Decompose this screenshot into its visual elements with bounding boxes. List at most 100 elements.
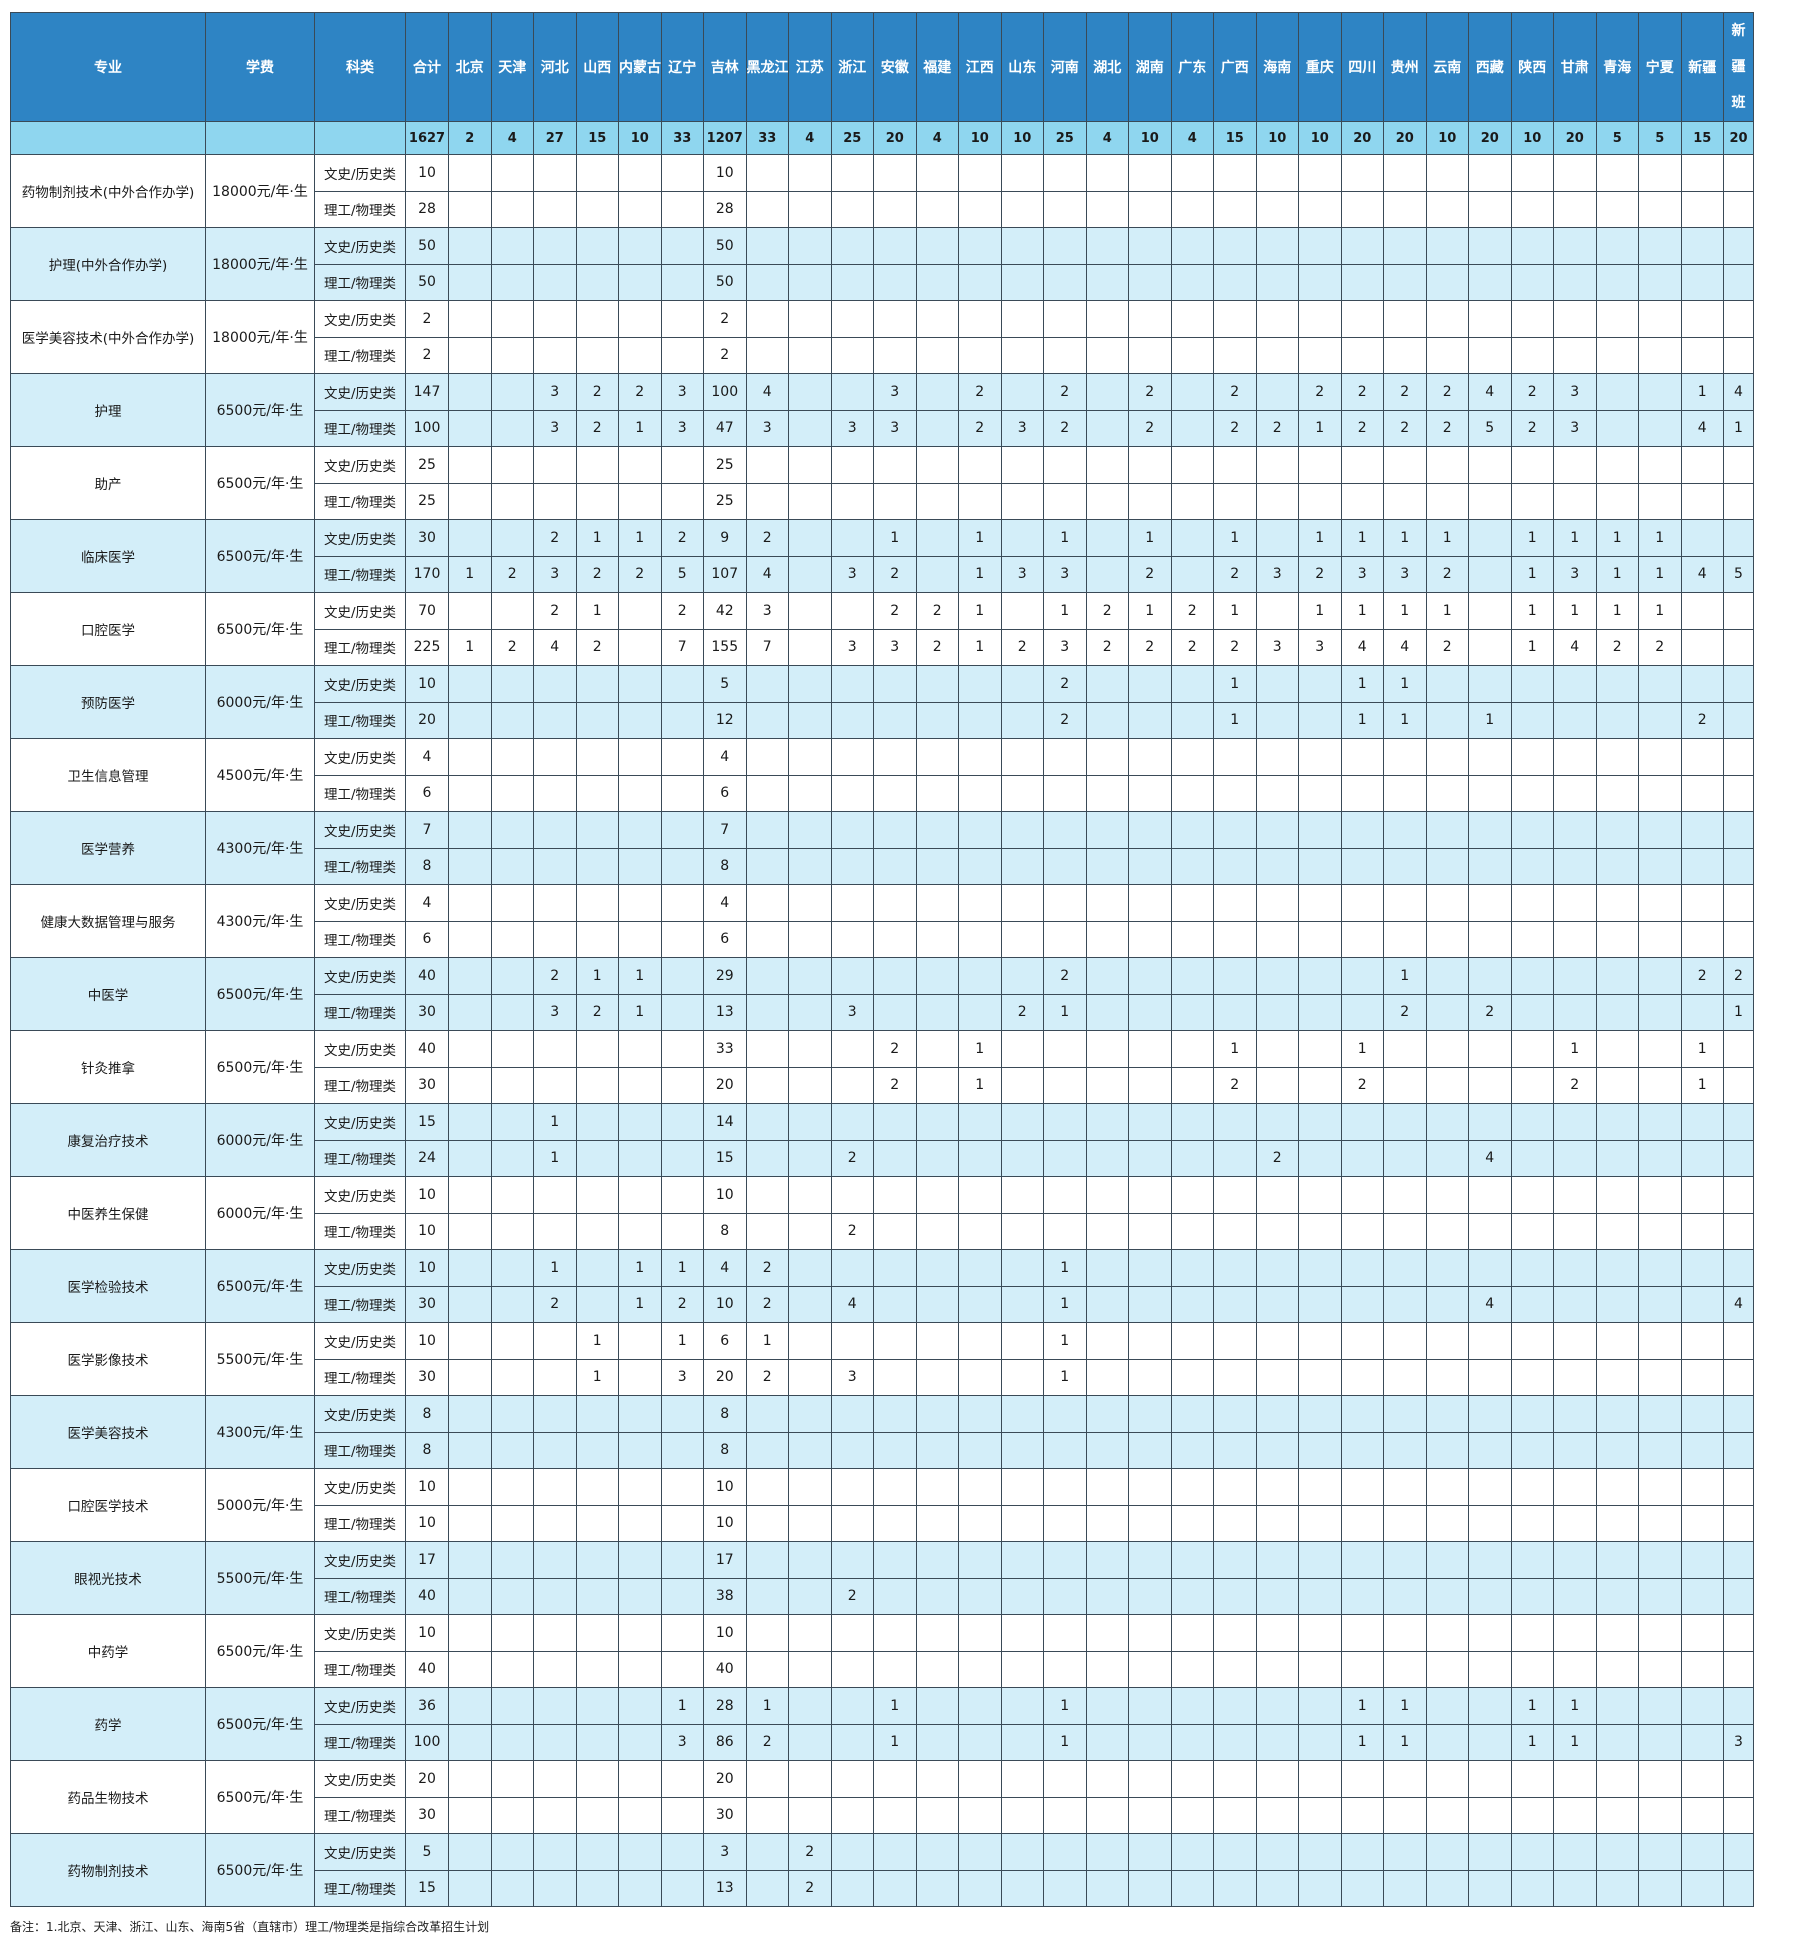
quota-cell: [448, 1760, 492, 1798]
quota-cell: [618, 738, 662, 776]
quota-cell: [915, 957, 959, 995]
quota-cell: [1425, 190, 1469, 228]
quota-cell: 2: [1043, 409, 1087, 447]
quota-cell: 1: [1425, 519, 1469, 557]
quota-cell: [1170, 884, 1214, 922]
quota-cell: [448, 1723, 492, 1761]
quota-cell: 10: [703, 1504, 747, 1542]
quota-cell: 1: [1383, 519, 1427, 557]
quota-cell: [1723, 811, 1754, 849]
quota-cell: [575, 227, 619, 265]
quota-cell: [575, 1066, 619, 1104]
quota-cell: [618, 1066, 662, 1104]
category-cell: 理工/物理类: [314, 628, 406, 666]
quota-cell: [1000, 1541, 1044, 1579]
quota-cell: [1213, 1395, 1257, 1433]
quota-cell: [1298, 1103, 1342, 1141]
quota-cell: [575, 1541, 619, 1579]
quota-cell: [1595, 227, 1639, 265]
totals-cell: 27: [533, 121, 577, 155]
quota-cell: [873, 190, 917, 228]
quota-cell: [1383, 190, 1427, 228]
quota-cell: [788, 957, 832, 995]
quota-cell: [1723, 1760, 1754, 1798]
quota-cell: [1638, 1431, 1682, 1469]
quota-cell: [1298, 1687, 1342, 1725]
quota-cell: [1468, 1176, 1512, 1214]
quota-cell: [958, 957, 1002, 995]
column-header: 科类: [314, 12, 406, 122]
table-row: 理工/物理类 10 10: [11, 1504, 1754, 1542]
quota-cell: [958, 1103, 1002, 1141]
quota-cell: [1468, 519, 1512, 557]
quota-cell: [490, 1176, 534, 1214]
quota-cell: [1298, 1869, 1342, 1907]
quota-cell: [788, 1468, 832, 1506]
quota-cell: [490, 1504, 534, 1542]
quota-cell: [618, 1431, 662, 1469]
quota-cell: [1043, 1468, 1087, 1506]
quota-cell: [873, 1322, 917, 1360]
quota-cell: 20: [703, 1760, 747, 1798]
category-cell: 理工/物理类: [314, 1358, 406, 1396]
quota-cell: [1680, 738, 1724, 776]
quota-cell: [788, 774, 832, 812]
quota-cell: 1: [1425, 592, 1469, 630]
quota-cell: [1425, 1030, 1469, 1068]
quota-cell: [1723, 1504, 1754, 1542]
tuition-cell: 6000元/年·生: [205, 1176, 315, 1250]
quota-cell: 1: [1340, 1723, 1384, 1761]
quota-cell: [1510, 1103, 1554, 1141]
quota-cell: 50: [703, 263, 747, 301]
quota-cell: [1468, 1869, 1512, 1907]
quota-cell: [1000, 738, 1044, 776]
quota-cell: [618, 1030, 662, 1068]
category-cell: 文史/历史类: [314, 957, 406, 995]
quota-cell: [1595, 847, 1639, 885]
quota-cell: 1: [1638, 555, 1682, 593]
quota-cell: [448, 373, 492, 411]
quota-cell: [1638, 336, 1682, 374]
quota-cell: 50: [405, 263, 449, 301]
quota-cell: [490, 373, 534, 411]
quota-cell: [1510, 1614, 1554, 1652]
table-row: 中医养生保健 6000元/年·生 文史/历史类 10 10: [10, 1176, 1754, 1250]
quota-cell: 4: [1340, 628, 1384, 666]
quota-cell: [1425, 1212, 1469, 1250]
quota-cell: 3: [830, 993, 874, 1031]
quota-cell: 2: [830, 1577, 874, 1615]
quota-cell: 1: [1213, 665, 1257, 703]
quota-cell: [618, 1760, 662, 1798]
quota-cell: 1: [1383, 1687, 1427, 1725]
quota-cell: [1085, 1723, 1129, 1761]
quota-cell: [1723, 592, 1754, 630]
quota-cell: 2: [1425, 628, 1469, 666]
quota-cell: [1085, 409, 1129, 447]
quota-cell: [873, 993, 917, 1031]
quota-cell: [1595, 1431, 1639, 1469]
quota-cell: 7: [405, 811, 449, 849]
quota-cell: [1680, 920, 1724, 958]
tuition-cell: 6500元/年·生: [205, 1760, 315, 1834]
quota-cell: [958, 190, 1002, 228]
quota-cell: [873, 774, 917, 812]
quota-cell: [1298, 811, 1342, 849]
quota-cell: 1: [1595, 592, 1639, 630]
quota-cell: [1425, 1431, 1469, 1469]
quota-cell: [1170, 1687, 1214, 1725]
quota-cell: [490, 263, 534, 301]
table-row: 医学检验技术 6500元/年·生 文史/历史类 10 1 1 1 4 2 1: [10, 1249, 1754, 1323]
quota-cell: [1425, 774, 1469, 812]
quota-cell: [1383, 1833, 1427, 1871]
quota-cell: 14: [703, 1103, 747, 1141]
quota-cell: [533, 665, 577, 703]
quota-cell: [1425, 811, 1469, 849]
quota-cell: [1170, 1833, 1214, 1871]
category-cell: 理工/物理类: [314, 482, 406, 520]
quota-cell: [830, 1176, 874, 1214]
quota-cell: 5: [1468, 409, 1512, 447]
quota-cell: [1595, 446, 1639, 484]
quota-cell: [915, 1395, 959, 1433]
quota-cell: [788, 665, 832, 703]
quota-cell: [745, 190, 789, 228]
